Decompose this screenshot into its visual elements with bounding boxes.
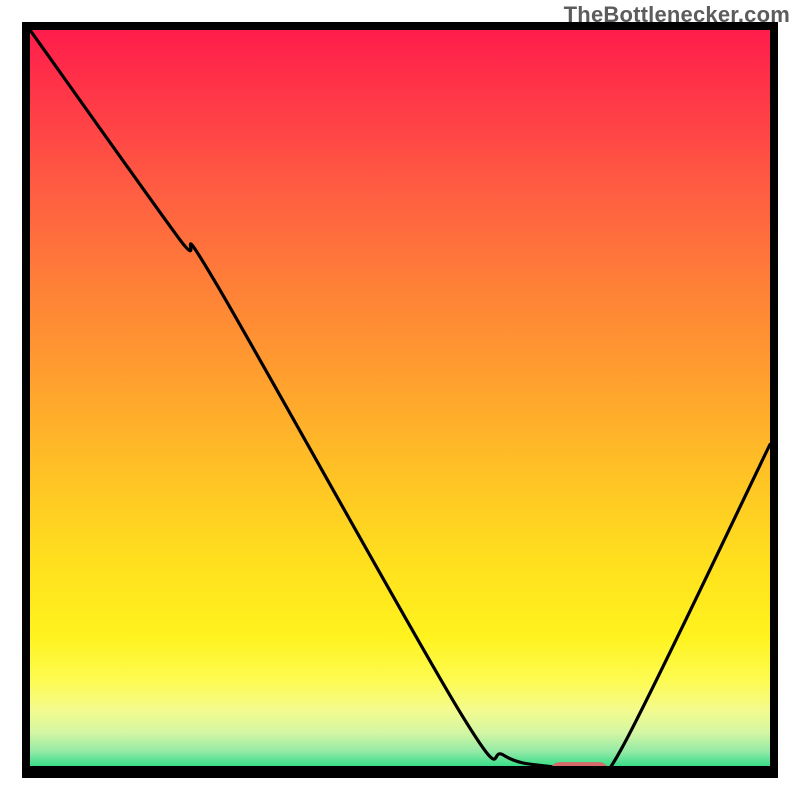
chart-svg — [0, 0, 800, 800]
plot-background — [30, 30, 770, 770]
watermark-text: TheBottlenecker.com — [564, 2, 790, 28]
bottleneck-chart: TheBottlenecker.com — [0, 0, 800, 800]
